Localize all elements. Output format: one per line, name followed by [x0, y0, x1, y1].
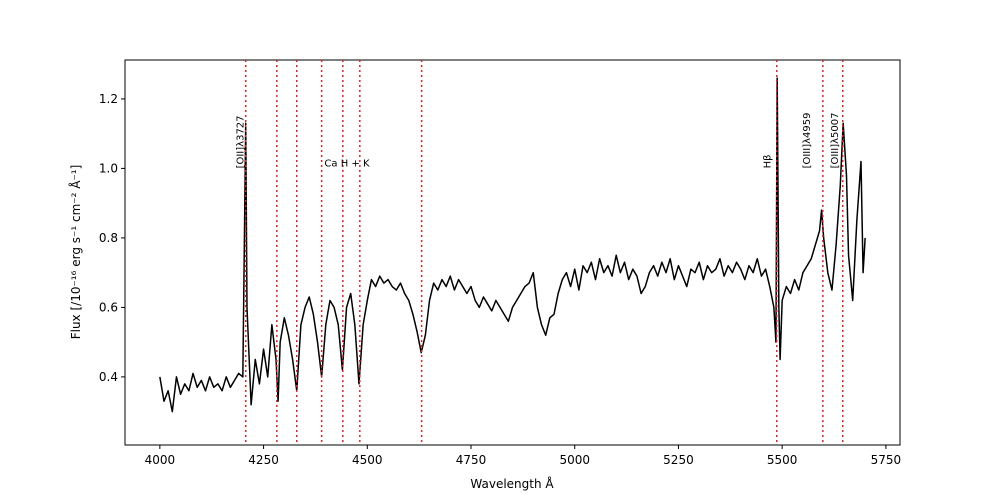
- annotation: Hβ: [763, 155, 774, 169]
- x-axis-label: Wavelength Å: [470, 476, 554, 491]
- annotation: [OII]λ3727: [236, 115, 247, 168]
- y-axis-label: Flux [/10⁻¹⁶ erg s⁻¹ cm⁻² Å⁻¹]: [68, 165, 83, 340]
- x-tick-label: 4750: [456, 453, 487, 467]
- x-tick-label: 5500: [767, 453, 798, 467]
- annotation: Ca H + K: [324, 158, 370, 169]
- x-tick-label: 4500: [352, 453, 383, 467]
- annotation: [OIII]λ4959: [802, 113, 813, 169]
- x-tick-label: 4250: [248, 453, 279, 467]
- y-tick-label: 0.8: [99, 231, 118, 245]
- y-tick-label: 1.2: [99, 92, 118, 106]
- x-tick-label: 4000: [145, 453, 176, 467]
- plot-frame: [124, 59, 901, 446]
- annotation: [OIII]λ5007: [830, 113, 841, 169]
- x-tick-label: 5750: [871, 453, 902, 467]
- y-tick-label: 0.6: [99, 300, 118, 314]
- y-tick-label: 1.0: [99, 161, 118, 175]
- x-tick-label: 5250: [663, 453, 694, 467]
- x-tick-label: 5000: [559, 453, 590, 467]
- y-tick-label: 0.4: [99, 370, 118, 384]
- spectrum-line: [159, 77, 866, 413]
